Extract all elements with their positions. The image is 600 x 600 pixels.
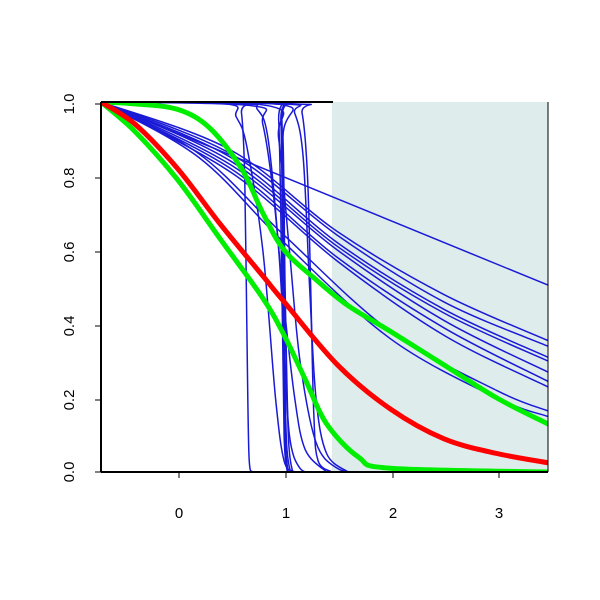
y-ticks: 0.0 0.2 0.4 0.6 0.8 1.0 xyxy=(61,94,101,483)
thin-blue-curve xyxy=(101,102,328,472)
thin-blue-curve xyxy=(101,102,548,373)
thin-blue-curve xyxy=(101,102,349,472)
y-tick-label: 0.0 xyxy=(61,462,78,483)
x-tick-label: 0 xyxy=(175,505,183,522)
y-tick-label: 0.6 xyxy=(61,242,78,263)
green-curve xyxy=(101,102,548,427)
thin-blue-curve xyxy=(101,102,548,342)
x-tick-label: 3 xyxy=(495,505,503,522)
thin-blue-curve xyxy=(101,102,360,472)
x-tick-label: 1 xyxy=(282,505,290,522)
thin-blue-curve xyxy=(101,102,548,347)
y-tick-label: 0.2 xyxy=(61,390,78,411)
y-tick-label: 0.8 xyxy=(61,168,78,189)
curve-group xyxy=(101,102,548,472)
thin-blue-curve xyxy=(101,102,548,412)
green-curve xyxy=(101,102,548,472)
x-tick-label: 2 xyxy=(389,505,397,522)
y-tick-label: 1.0 xyxy=(61,94,78,115)
red-curve xyxy=(101,102,548,466)
x-ticks: 0 1 2 3 xyxy=(175,472,503,522)
thin-blue-curve xyxy=(101,102,548,362)
shaded-region xyxy=(331,102,548,472)
thin-blue-curve xyxy=(101,102,548,359)
thin-blue-curve xyxy=(101,102,548,383)
y-tick-label: 0.4 xyxy=(61,316,78,337)
